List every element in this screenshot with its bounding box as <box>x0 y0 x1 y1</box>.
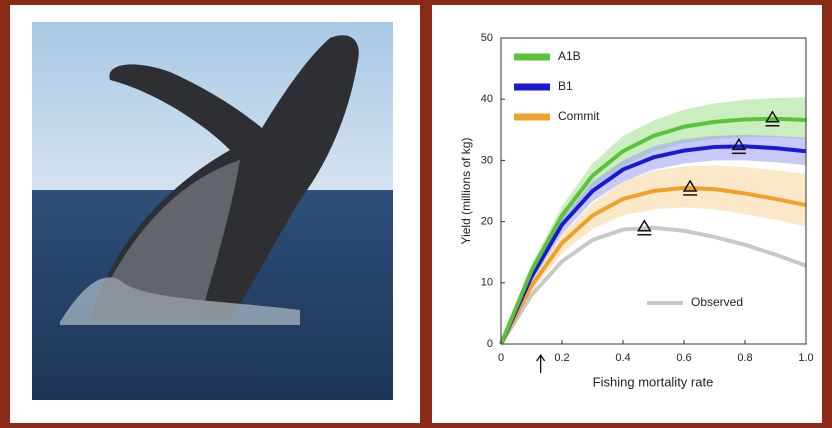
x-tick-label: 0.8 <box>737 352 752 364</box>
optimum-marker <box>682 179 698 192</box>
uncertainty-band <box>501 134 806 344</box>
series-line <box>499 225 807 346</box>
legend-label: B1 <box>558 79 573 93</box>
legend-label: A1B <box>558 49 581 63</box>
y-tick-label: 40 <box>481 93 493 105</box>
y-tick-label: 30 <box>481 154 493 166</box>
x-tick-label: 0 <box>498 352 504 364</box>
optimum-marker <box>731 137 747 151</box>
series-line <box>499 116 807 345</box>
y-tick-label: 10 <box>481 277 493 289</box>
x-axis-label: Fishing mortality rate <box>593 374 714 389</box>
uncertainty-band <box>501 165 806 344</box>
y-axis-label: Yield (millions of kg) <box>459 138 473 245</box>
arrow-head <box>536 353 546 362</box>
legend-label: Commit <box>558 109 600 123</box>
y-tick-label: 50 <box>481 32 493 44</box>
series-line <box>499 185 807 345</box>
optimum-marker <box>637 219 652 232</box>
legend-label: Observed <box>691 295 743 309</box>
series-line <box>499 144 807 345</box>
optimum-marker <box>765 110 780 123</box>
y-tick-label: 20 <box>481 216 493 228</box>
y-tick-label: 0 <box>487 338 493 350</box>
plot-frame <box>500 37 807 345</box>
x-tick-label: 1.0 <box>798 352 813 364</box>
whale-photo <box>32 22 393 400</box>
x-tick-label: 0.6 <box>676 352 691 364</box>
x-tick-label: 0.2 <box>554 352 569 364</box>
x-tick-label: 0.4 <box>615 352 630 364</box>
